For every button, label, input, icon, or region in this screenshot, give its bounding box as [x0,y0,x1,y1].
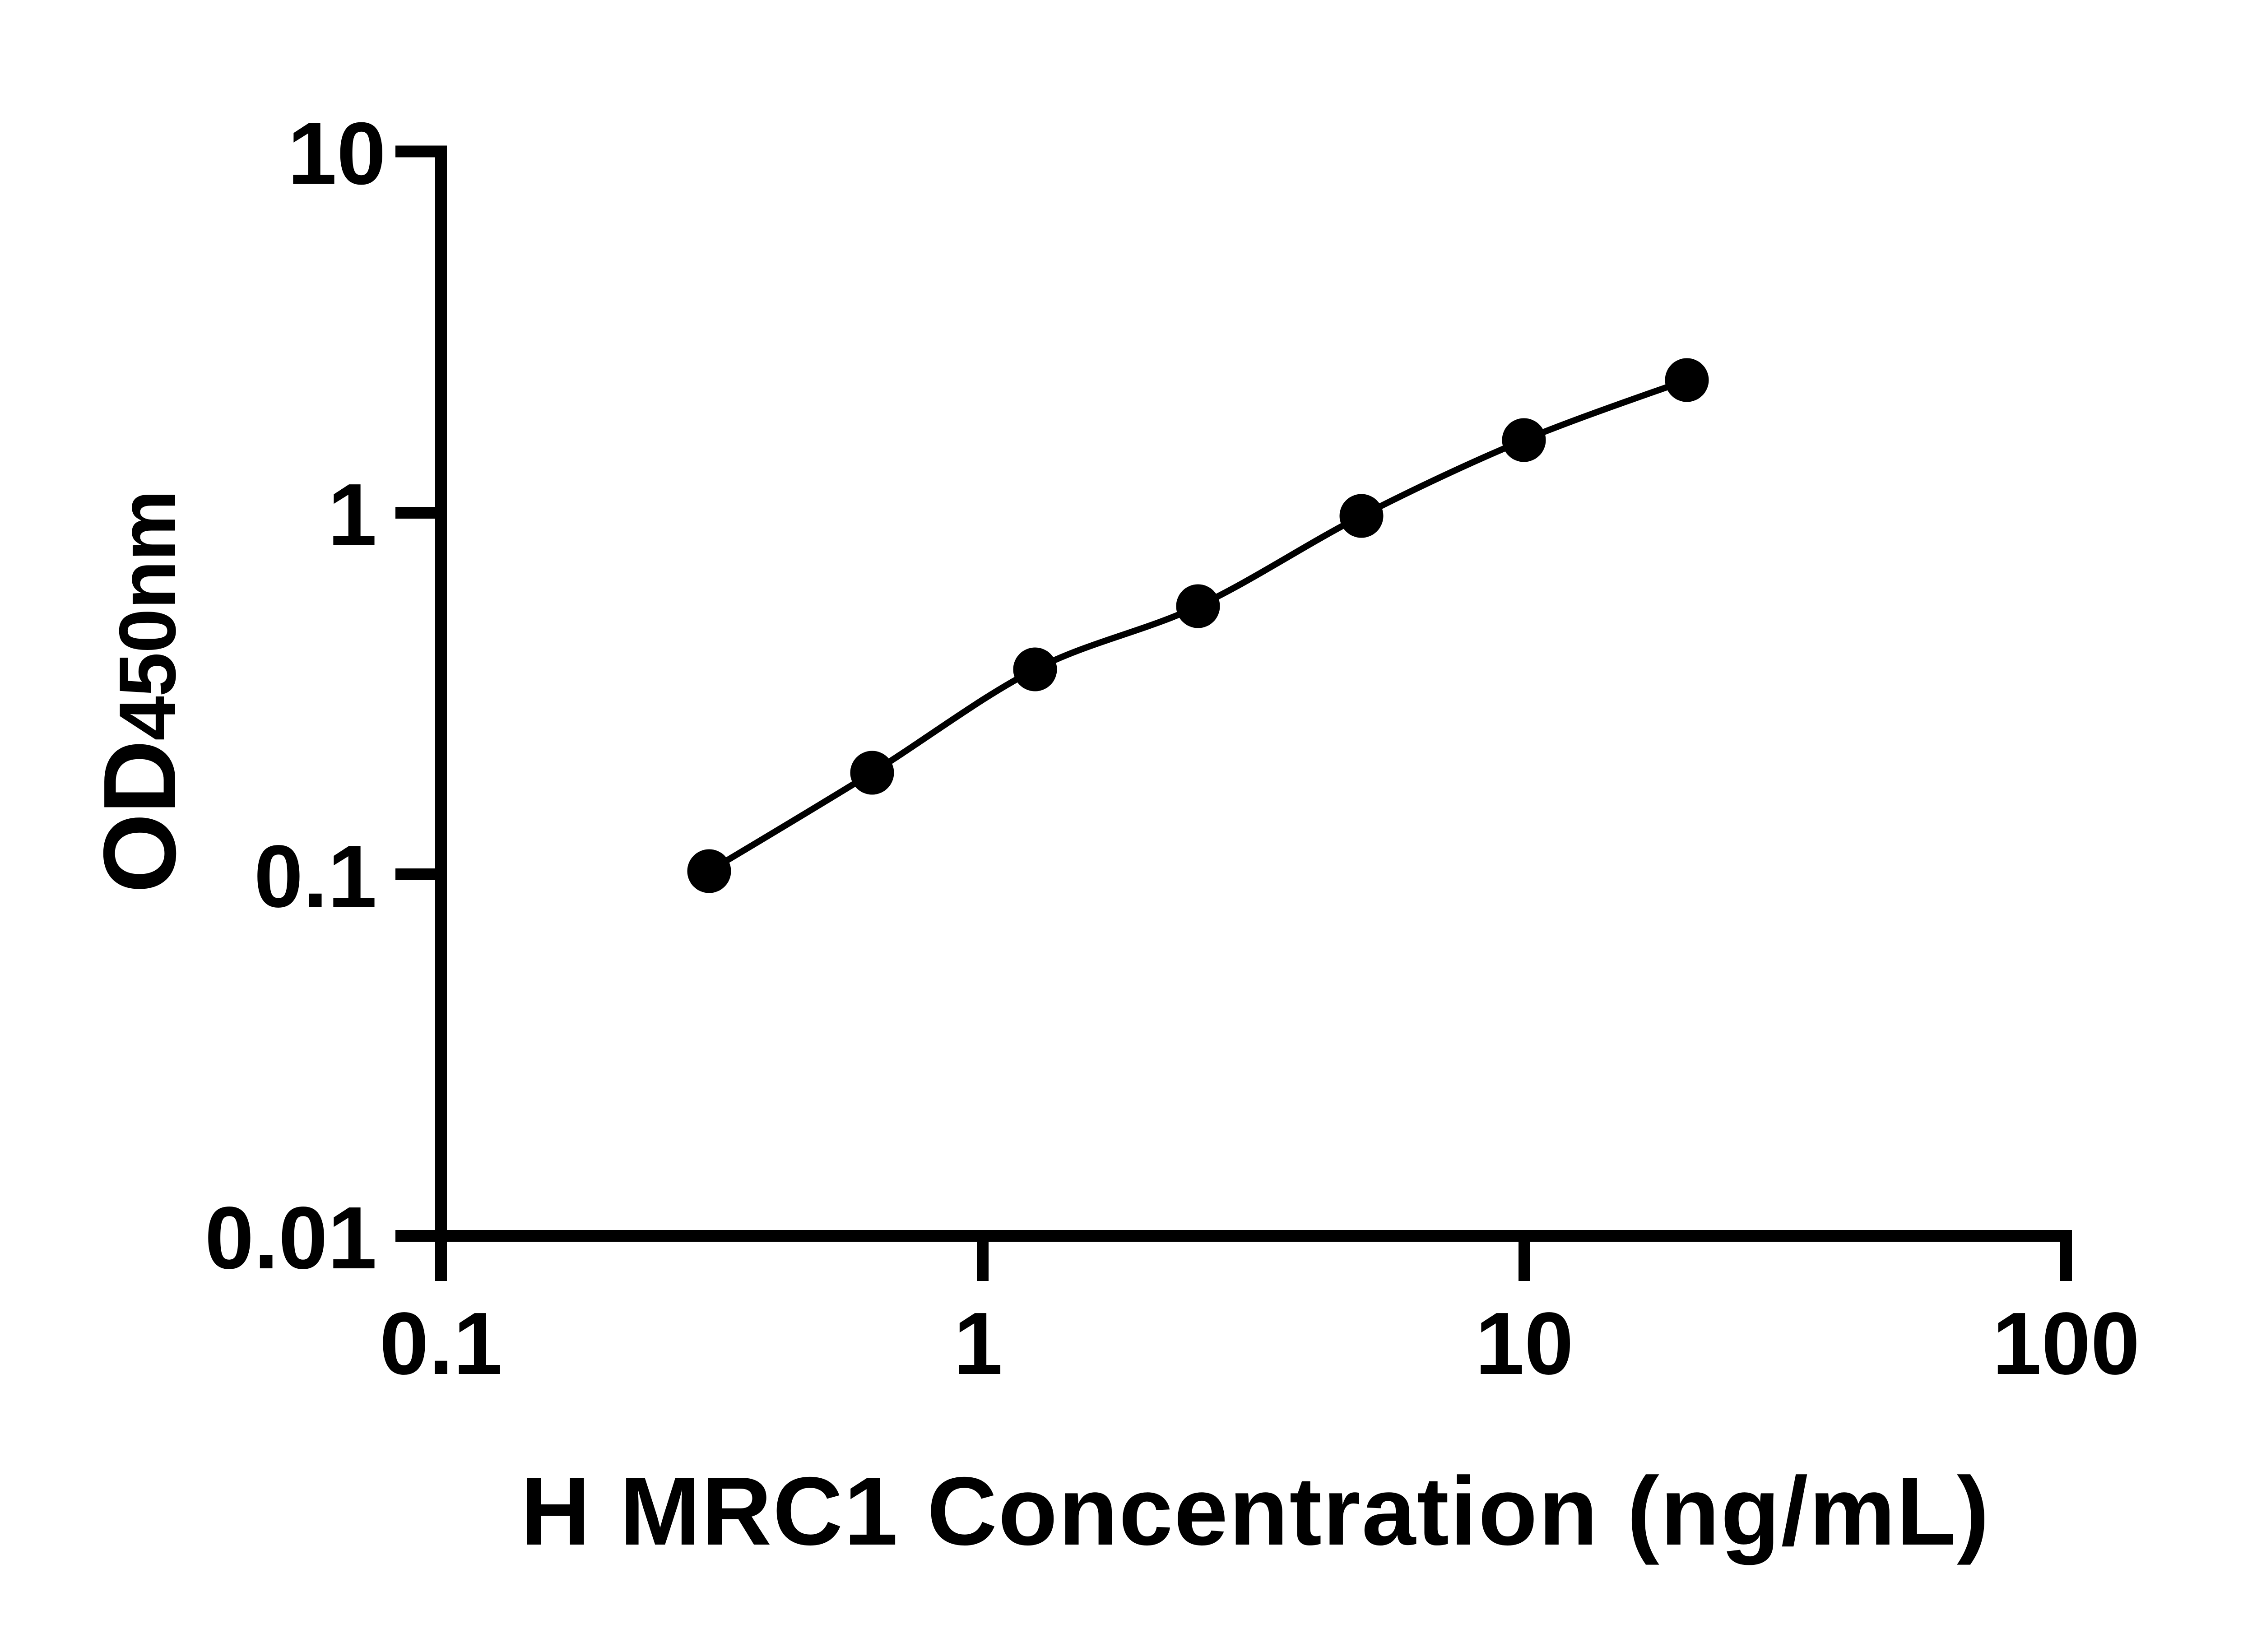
svg-text:10: 10 [288,104,386,203]
svg-text:1: 1 [328,465,377,564]
svg-text:0.1: 0.1 [380,1294,502,1393]
svg-text:0.1: 0.1 [254,827,377,926]
svg-text:100: 100 [1992,1294,2140,1393]
svg-text:0.01: 0.01 [205,1188,377,1287]
svg-text:1: 1 [953,1294,1003,1393]
svg-text:H MRC1 Concentration (ng/mL): H MRC1 Concentration (ng/mL) [520,1457,1990,1565]
svg-text:10: 10 [1475,1294,1574,1393]
